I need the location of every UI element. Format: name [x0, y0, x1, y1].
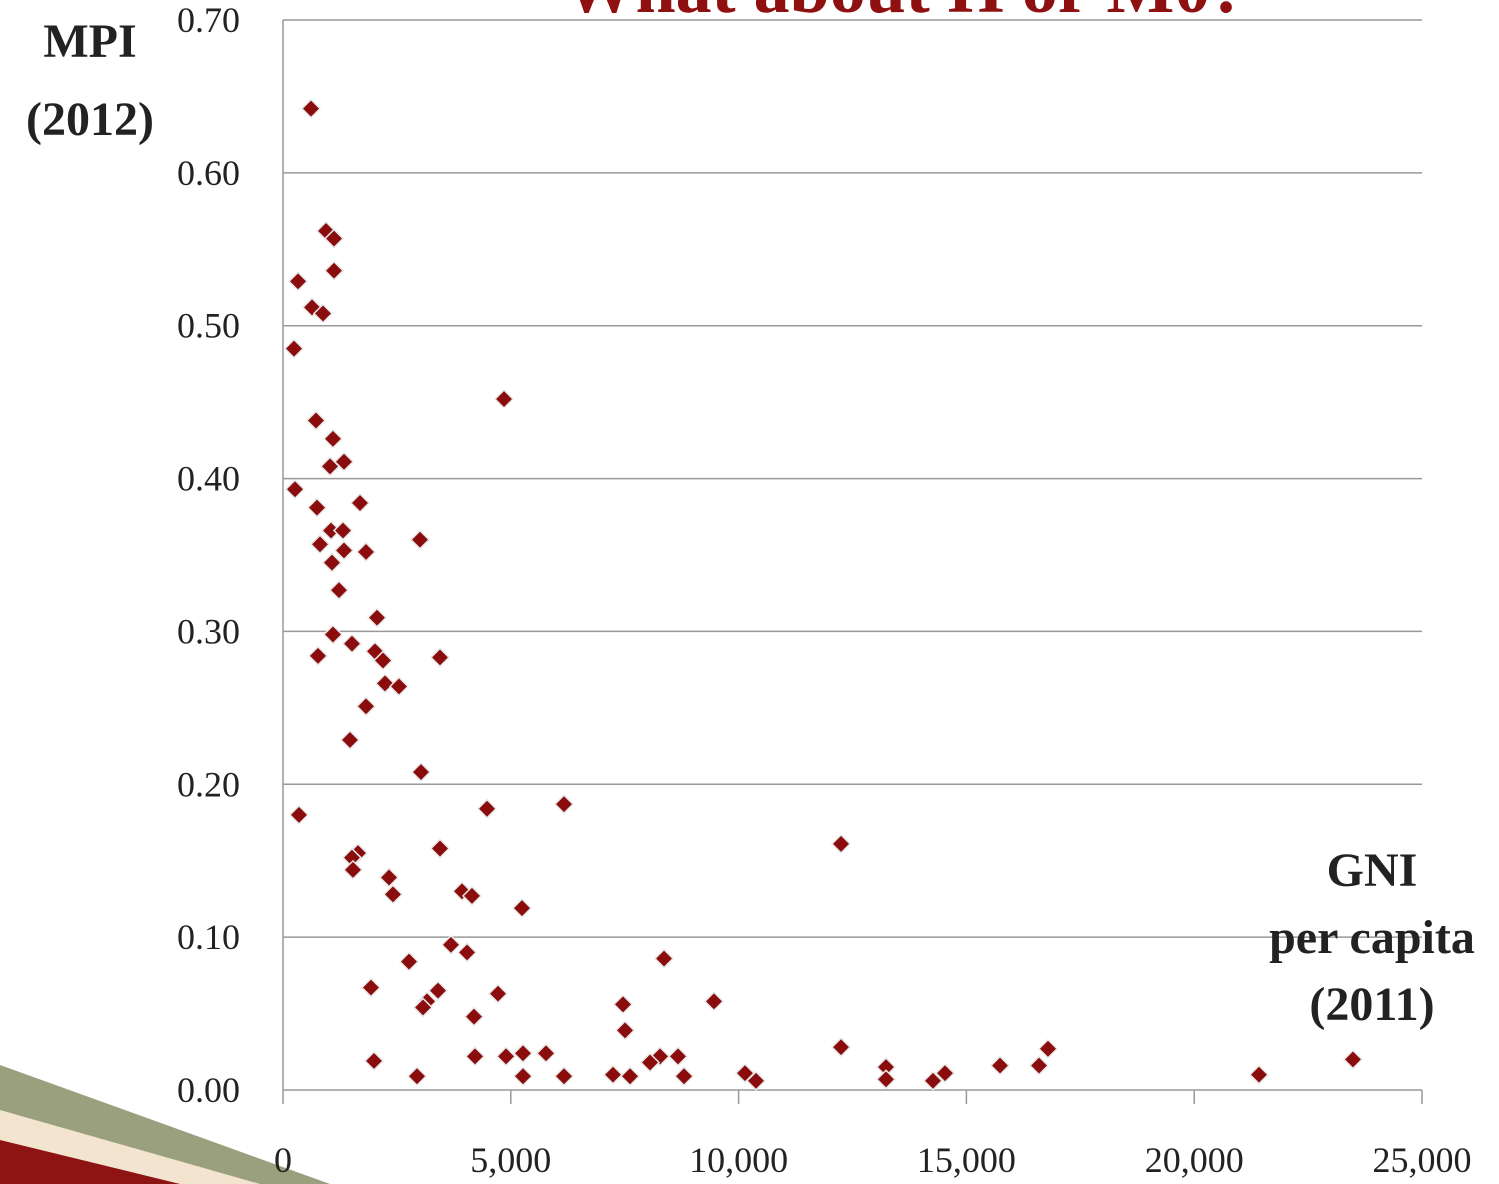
- scatter-point: [466, 1047, 484, 1065]
- scatter-point: [1250, 1066, 1268, 1084]
- scatter-point: [1039, 1040, 1057, 1058]
- scatter-point: [991, 1057, 1009, 1075]
- scatter-point: [877, 1070, 895, 1088]
- x-axis-label: GNI: [1327, 844, 1418, 897]
- y-tick-label: 0.00: [177, 1070, 240, 1110]
- scatter-point: [465, 1008, 483, 1026]
- scatter-point: [537, 1044, 555, 1062]
- y-axis-label: MPI: [43, 15, 136, 68]
- scatter-point: [290, 806, 308, 824]
- scatter-point: [343, 635, 361, 653]
- scatter-point: [311, 535, 329, 553]
- scatter-point: [307, 411, 325, 429]
- scatter-point: [1344, 1050, 1362, 1068]
- scatter-point: [362, 979, 380, 997]
- scatter-point: [408, 1067, 426, 1085]
- scatter-point: [832, 1038, 850, 1056]
- scatter-point: [412, 763, 430, 781]
- scatter-point: [458, 943, 476, 961]
- scatter-point: [380, 869, 398, 887]
- scatter-point: [324, 625, 342, 643]
- scatter-point: [495, 390, 513, 408]
- scatter-point: [309, 647, 327, 665]
- scatter-point: [489, 985, 507, 1003]
- scatter-point: [384, 885, 402, 903]
- y-tick-label: 0.30: [177, 611, 240, 651]
- y-tick-label: 0.70: [177, 0, 240, 40]
- scatter-point: [513, 899, 531, 917]
- x-tick-label: 0: [274, 1140, 292, 1180]
- scatter-point: [302, 100, 320, 118]
- scatter-point: [365, 1052, 383, 1070]
- scatter-point: [705, 992, 723, 1010]
- y-tick-label: 0.40: [177, 459, 240, 499]
- scatter-point: [1030, 1057, 1048, 1075]
- scatter-point: [335, 541, 353, 559]
- scatter-point: [286, 480, 304, 498]
- x-tick-label: 10,000: [689, 1140, 788, 1180]
- scatter-point: [308, 499, 326, 517]
- scatter-point: [621, 1067, 639, 1085]
- scatter-point: [411, 531, 429, 549]
- chart-title: What about H or M0?: [564, 0, 1247, 28]
- x-tick-label: 20,000: [1145, 1140, 1244, 1180]
- scatter-point: [330, 581, 348, 599]
- scatter-point: [514, 1044, 532, 1062]
- scatter-point: [357, 543, 375, 561]
- scatter-point: [478, 800, 496, 818]
- scatter-point: [324, 430, 342, 448]
- scatter-point: [669, 1047, 687, 1065]
- scatter-point: [555, 1067, 573, 1085]
- chart: What about H or M0? 0.00 0.10 0.20 0.30 0.40…: [0, 0, 1499, 1184]
- scatter-point: [431, 648, 449, 666]
- scatter-point: [497, 1047, 515, 1065]
- x-tick-label: 15,000: [917, 1140, 1016, 1180]
- scatter-point: [289, 272, 307, 290]
- y-tick-label: 0.50: [177, 306, 240, 346]
- x-tick-label: 25,000: [1373, 1140, 1472, 1180]
- scatter-point: [344, 861, 362, 879]
- scatter-point: [325, 262, 343, 280]
- scatter-point: [442, 936, 460, 954]
- x-tick-label: 5,000: [470, 1140, 551, 1180]
- scatter-point: [285, 340, 303, 358]
- scatter-point: [334, 522, 352, 540]
- scatter-point: [431, 839, 449, 857]
- x-axis-label: per capita: [1269, 911, 1475, 964]
- x-axis-label: (2011): [1309, 978, 1434, 1031]
- scatter-point: [655, 950, 673, 968]
- scatter-point: [400, 953, 418, 971]
- scatter-point: [357, 697, 375, 715]
- scatter-point: [351, 494, 369, 512]
- scatter-point: [390, 677, 408, 695]
- scatter-point: [614, 995, 632, 1013]
- scatter-point: [376, 674, 394, 692]
- scatter-point: [323, 554, 341, 572]
- scatter-point: [604, 1066, 622, 1084]
- scatter-point: [341, 731, 359, 749]
- scatter-point: [675, 1067, 693, 1085]
- scatter-point: [616, 1021, 634, 1039]
- scatter-point: [832, 835, 850, 853]
- y-tick-label: 0.10: [177, 917, 240, 957]
- y-tick-label: 0.60: [177, 153, 240, 193]
- scatter-point: [514, 1067, 532, 1085]
- y-tick-label: 0.20: [177, 764, 240, 804]
- scatter-point: [555, 795, 573, 813]
- y-axis-label: (2012): [26, 93, 154, 146]
- scatter-point: [368, 609, 386, 627]
